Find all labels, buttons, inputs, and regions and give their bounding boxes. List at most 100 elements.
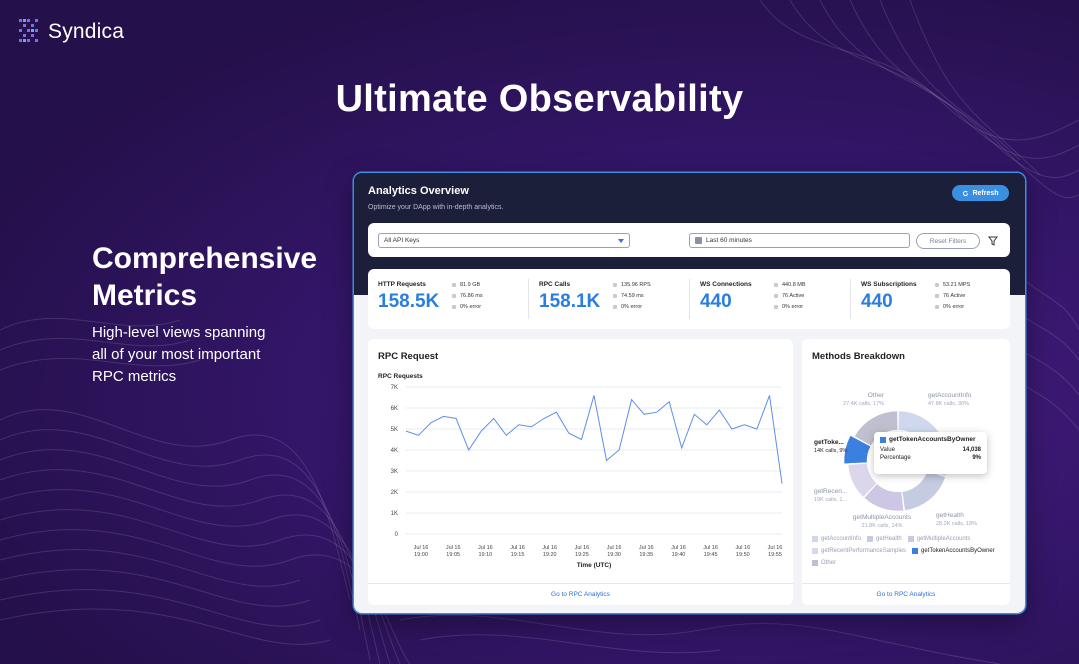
y-tick-label: 7K	[391, 385, 398, 391]
go-to-rpc-analytics-link-2[interactable]: Go to RPC Analytics	[802, 583, 1010, 605]
metric-stat: 76.86 ms	[460, 293, 483, 299]
slice-label-name: Other	[868, 392, 885, 399]
legend-item[interactable]: getHealth	[867, 534, 902, 544]
methods-panel-title: Methods Breakdown	[812, 351, 905, 362]
slice-label-detail: 21.8K calls, 14%	[862, 523, 903, 529]
x-tick-label-time: 19:40	[672, 552, 686, 558]
slice-label-detail: 47.8K calls, 30%	[928, 401, 969, 407]
metric-rpc-calls: RPC Calls 158.1K 135.96 RPS 74.59 ms 0% …	[529, 269, 689, 329]
brand[interactable]: Syndica	[18, 17, 124, 47]
x-tick-label-time: 19:20	[543, 552, 557, 558]
metric-stat: 74.59 ms	[621, 293, 644, 299]
refresh-label: Refresh	[972, 189, 999, 197]
metric-stats: 81.9 GB 76.86 ms 0% error	[452, 280, 483, 313]
metric-stats: 440.8 MB 76 Active 0% error	[774, 280, 806, 313]
x-tick-label-date: Jul 16	[478, 545, 493, 551]
x-tick-label-date: Jul 16	[607, 545, 622, 551]
funnel-icon[interactable]	[988, 236, 998, 246]
reset-filters-button[interactable]: Reset Filters	[916, 233, 980, 249]
x-tick-label-date: Jul 16	[768, 545, 783, 551]
legend-item[interactable]: getMultipleAccounts	[907, 534, 970, 544]
donut-slice[interactable]	[847, 463, 877, 498]
calendar-icon	[695, 237, 702, 244]
feature-desc-line3: RPC metrics	[92, 368, 177, 385]
legend-item[interactable]: getAccountInfo	[812, 534, 861, 544]
metric-stat: 0% error	[943, 304, 965, 310]
analytics-dashboard: Analytics Overview Optimize your DApp wi…	[354, 173, 1025, 613]
donut-slice[interactable]	[843, 435, 871, 465]
metric-ws-connections: WS Connections 440 440.8 MB 76 Active 0%…	[690, 269, 850, 329]
y-tick-label: 2K	[391, 490, 398, 496]
rpc-request-panel: RPC Request RPC Requests 0 1K 2K 3K 4K 5K 6K 7K…	[368, 339, 793, 605]
tooltip-value-label: Value	[880, 447, 895, 453]
y-tick-label: 6K	[391, 406, 398, 412]
donut-slice[interactable]	[901, 470, 946, 511]
api-keys-select[interactable]: All API Keys	[378, 233, 630, 248]
metric-value: 158.5K	[378, 291, 440, 312]
x-tick-label-time: 19:30	[607, 552, 621, 558]
legend-label: getHealth	[876, 536, 902, 542]
metric-label: HTTP Requests	[378, 281, 426, 288]
feature-desc-line1: High-level views spanning	[92, 324, 266, 341]
metric-ws-subscriptions: WS Subscriptions 440 53.21 MPS 76 Active…	[851, 269, 1011, 329]
legend-label: Other	[821, 560, 837, 566]
stat-bullet-icon	[935, 293, 939, 298]
legend-label: getTokenAccountsByOwner	[921, 548, 995, 554]
feature-desc-line2: all of your most important	[92, 346, 261, 363]
x-tick-label-date: Jul 16	[446, 545, 461, 551]
rpc-panel-title: RPC Request	[378, 351, 439, 362]
time-range-select[interactable]: Last 60 minutes	[689, 233, 910, 248]
brand-name: Syndica	[48, 20, 125, 43]
metric-divider	[850, 279, 851, 319]
x-tick-label-time: 19:10	[478, 552, 492, 558]
dashboard-subtitle: Optimize your DApp with in-depth analyti…	[368, 204, 504, 211]
series-line	[405, 395, 783, 484]
x-tick-label-date: Jul 16	[575, 545, 590, 551]
legend-swatch	[812, 536, 818, 542]
feature-title-line1: Comprehensive	[92, 242, 318, 275]
x-tick-label-date: Jul 16	[639, 545, 654, 551]
y-tick-label: 1K	[391, 511, 398, 517]
metric-stat: 76 Active	[782, 293, 805, 299]
stat-bullet-icon	[613, 282, 617, 287]
metric-label: RPC Calls	[539, 281, 571, 288]
refresh-icon	[963, 190, 969, 196]
x-tick-label-date: Jul 16	[542, 545, 557, 551]
hero-headline: Ultimate Observability	[335, 78, 744, 120]
api-keys-value: All API Keys	[384, 237, 420, 244]
metric-value: 440	[861, 291, 893, 312]
metric-stat: 440.8 MB	[782, 282, 806, 288]
slice-label-name: getMultipleAccounts	[853, 514, 912, 521]
stat-bullet-icon	[935, 304, 939, 309]
stat-bullet-icon	[452, 282, 456, 287]
legend-swatch	[907, 536, 914, 542]
metric-stat: 0% error	[460, 304, 482, 310]
legend-item[interactable]: getRecentPerformanceSamples	[812, 546, 906, 556]
slice-label-detail: 28.2K calls, 18%	[936, 521, 977, 527]
x-axis-label: Time (UTC)	[577, 562, 612, 569]
methods-legend: getAccountInfo getHealth getMultipleAccoun…	[812, 534, 1002, 570]
metric-value: 440	[700, 291, 732, 312]
stat-bullet-icon	[452, 293, 456, 298]
metric-stat: 76 Active	[943, 293, 966, 299]
donut-slice[interactable]	[863, 483, 904, 512]
x-tick-label-time: 19:05	[446, 552, 460, 558]
y-tick-label: 5K	[391, 427, 398, 433]
x-tick-label-time: 19:45	[704, 552, 718, 558]
stat-bullet-icon	[774, 304, 778, 309]
tooltip-pct: 9%	[972, 455, 981, 461]
metric-http-requests: HTTP Requests 158.5K 81.9 GB 76.86 ms 0%…	[368, 269, 528, 329]
go-to-rpc-analytics-link[interactable]: Go to RPC Analytics	[368, 583, 793, 605]
refresh-button[interactable]: Refresh	[952, 185, 1009, 201]
x-tick-label-date: Jul 16	[671, 545, 686, 551]
legend-item[interactable]: Other	[812, 558, 836, 568]
metric-stat: 53.21 MPS	[943, 282, 971, 288]
legend-swatch	[812, 548, 818, 554]
y-tick-label: 4K	[391, 448, 398, 454]
legend-item[interactable]: getTokenAccountsByOwner	[912, 546, 995, 556]
tooltip-pct-label: Percentage	[880, 455, 911, 461]
slice-label-detail: 27.4K calls, 17%	[843, 401, 884, 407]
slice-label-name: getToke...	[814, 439, 844, 446]
